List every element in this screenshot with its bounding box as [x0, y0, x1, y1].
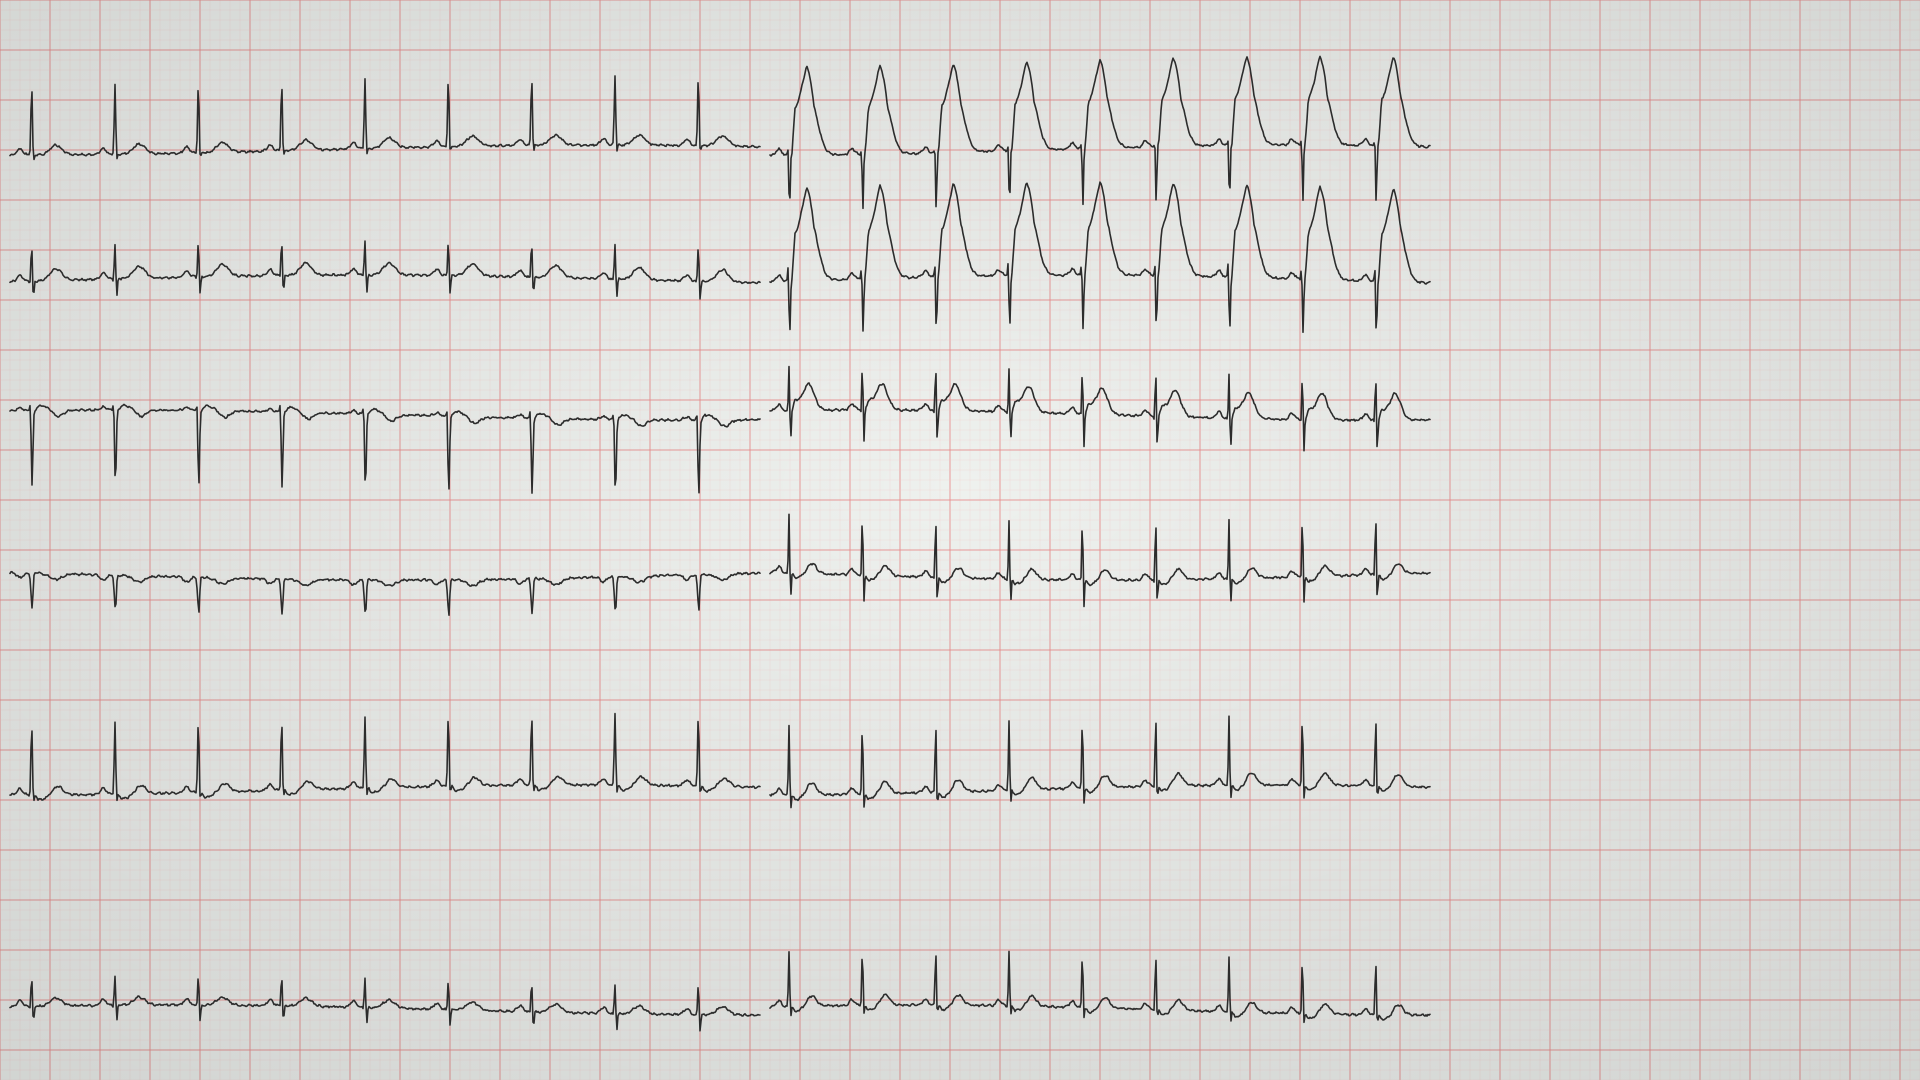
trace-aVF	[10, 976, 760, 1031]
trace-I	[10, 76, 760, 160]
trace-V6	[770, 951, 1430, 1022]
ecg-traces	[0, 0, 1920, 1080]
trace-V5	[770, 716, 1430, 807]
trace-aVR	[10, 572, 760, 616]
trace-III	[10, 404, 760, 493]
trace-II	[10, 241, 760, 299]
trace-aVL	[10, 714, 760, 801]
ecg-printout: ID: 姓名: HR: 107 血压: V1 V2 V3 V4 V5 V6	[0, 0, 1920, 1080]
trace-V2	[770, 182, 1430, 332]
trace-V3	[770, 367, 1430, 451]
trace-V4	[770, 514, 1430, 606]
